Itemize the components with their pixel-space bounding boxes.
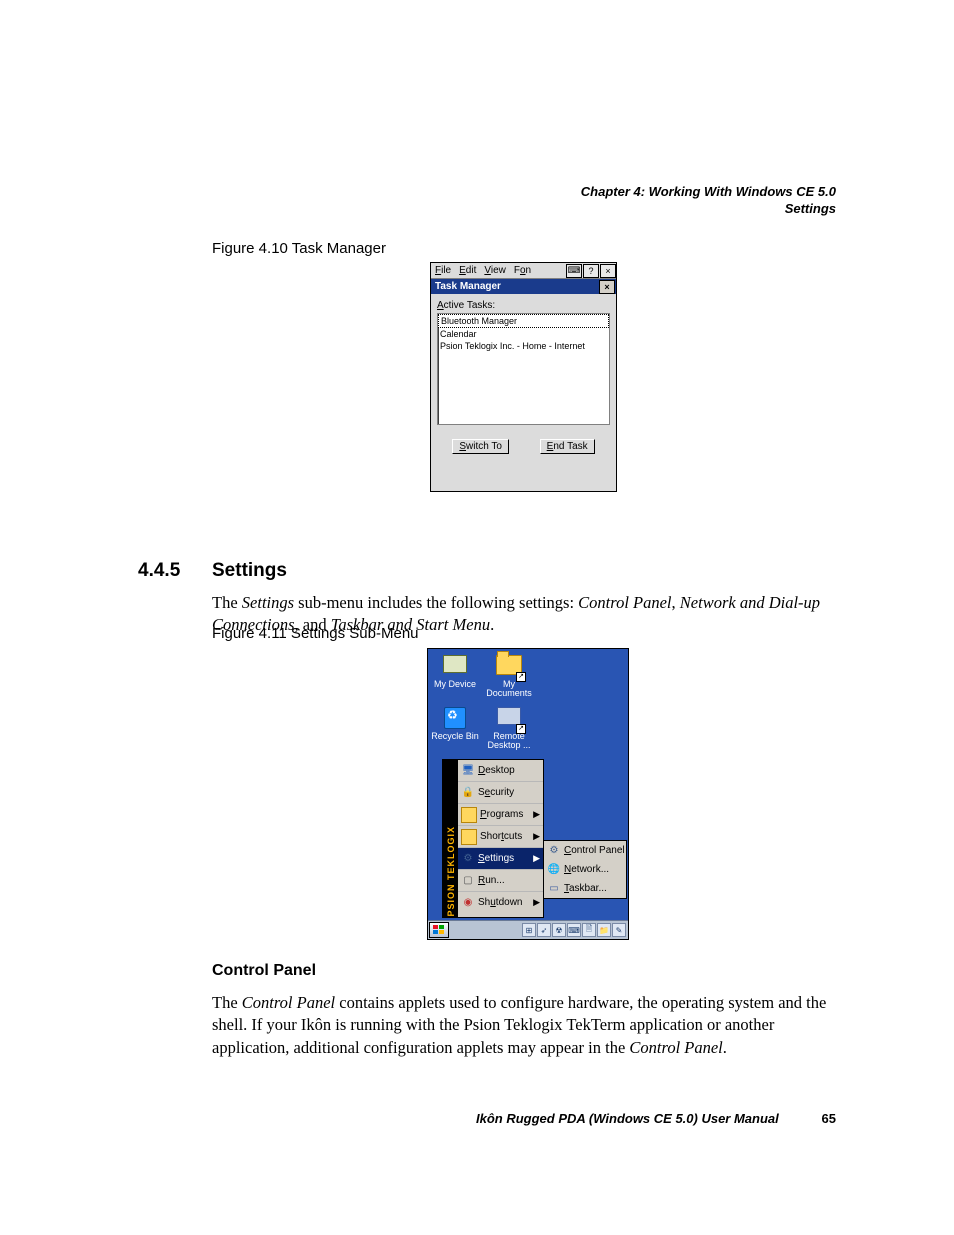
figure-410-caption: Figure 4.10 Task Manager — [212, 240, 386, 257]
start-item-label: Shutdown — [478, 897, 522, 908]
taskbar-icon: ▭ — [547, 882, 561, 896]
start-sidebar: PSION TEKLOGIX — [443, 760, 458, 917]
tm-menu-font[interactable]: Fon — [510, 265, 535, 276]
tm-titlebar: Task Manager × — [431, 279, 616, 294]
task-manager-window: File Edit View Fon ⌨ ? × Task Manager × … — [430, 262, 617, 492]
desktop-icon-label: RemoteDesktop ... — [484, 732, 534, 751]
control-panel-icon: ⚙ — [547, 844, 561, 858]
tm-switch-to-button[interactable]: Switch To — [452, 439, 509, 454]
shortcuts-icon — [461, 829, 477, 845]
my-device-icon — [443, 655, 467, 673]
start-item-run[interactable]: ▢Run... — [458, 870, 543, 892]
tm-menu-file[interactable]: File — [431, 265, 455, 276]
submenu-arrow-icon: ▶ — [533, 831, 540, 842]
ce-taskbar: ⊞➶☢⌨🗎📁✎ — [428, 920, 628, 939]
desktop-icon-label: My Device — [430, 680, 480, 689]
tray-icon-4[interactable]: 🗎 — [582, 923, 596, 937]
chapter-line2: Settings — [581, 201, 836, 218]
section-number: 4.4.5 — [138, 560, 180, 582]
tm-menu-view[interactable]: View — [480, 265, 510, 276]
settings-sub-label: Network... — [564, 864, 609, 875]
submenu-arrow-icon: ▶ — [533, 809, 540, 820]
start-item-desktop[interactable]: 🖥Desktop — [458, 760, 543, 782]
tray-icon-5[interactable]: 📁 — [597, 923, 611, 937]
tm-title: Task Manager — [435, 281, 501, 292]
tm-close-icon[interactable]: × — [599, 280, 615, 294]
tm-close-top-icon[interactable]: × — [600, 264, 616, 278]
tm-end-task-button[interactable]: End Task — [540, 439, 595, 454]
system-tray: ⊞➶☢⌨🗎📁✎ — [522, 923, 628, 937]
tm-menu-file-rest: ile — [441, 265, 451, 276]
recycle-bin-icon — [444, 707, 466, 729]
tray-icon-0[interactable]: ⊞ — [522, 923, 536, 937]
desktop-icon-my-device[interactable]: My Device — [430, 653, 480, 689]
chapter-header: Chapter 4: Working With Windows CE 5.0 S… — [581, 184, 836, 218]
tray-icon-1[interactable]: ➶ — [537, 923, 551, 937]
tray-icon-2[interactable]: ☢ — [552, 923, 566, 937]
tm-task-row[interactable]: Bluetooth Manager — [438, 314, 609, 328]
settings-sub-label: Taskbar... — [564, 883, 607, 894]
desktop-icon-recycle-bin[interactable]: Recycle Bin — [430, 707, 480, 741]
tm-active-label: Active Tasks: — [437, 300, 610, 311]
start-item-label: Settings — [478, 853, 514, 864]
windows-logo-icon — [433, 925, 445, 935]
programs-icon — [461, 807, 477, 823]
settings-submenu: ⚙Control Panel🌐Network...▭Taskbar... — [543, 840, 627, 899]
desktop-icon-my-documents[interactable]: ↗MyDocuments — [484, 653, 534, 699]
desktop-icon-label: Recycle Bin — [430, 732, 480, 741]
start-item-label: Run... — [478, 875, 505, 886]
start-menu: PSION TEKLOGIX 🖥Desktop🔒SecurityPrograms… — [442, 759, 544, 918]
desktop-icon-label: MyDocuments — [484, 680, 534, 699]
submenu-arrow-icon: ▶ — [533, 853, 540, 864]
settings-icon: ⚙ — [461, 852, 475, 866]
tm-help-icon[interactable]: ? — [583, 264, 599, 278]
tm-menubar: File Edit View Fon ⌨ ? × — [431, 263, 616, 279]
control-panel-paragraph: The Control Panel contains applets used … — [212, 992, 838, 1059]
start-item-settings[interactable]: ⚙Settings ▶ — [458, 848, 543, 870]
shutdown-icon: ◉ — [461, 896, 475, 910]
settings-sub-label: Control Panel — [564, 845, 625, 856]
desktop-icon: 🖥 — [461, 764, 475, 778]
start-item-shutdown[interactable]: ◉Shutdown ▶ — [458, 892, 543, 913]
start-item-label: Programs — [480, 809, 523, 820]
tm-task-list[interactable]: Bluetooth Manager Calendar Psion Teklogi… — [437, 313, 610, 425]
desktop-icon-remote-desktop[interactable]: ↗RemoteDesktop ... — [484, 707, 534, 751]
tray-icon-3[interactable]: ⌨ — [567, 923, 581, 937]
ce-desktop: My Device↗MyDocumentsRecycle Bin↗RemoteD… — [427, 648, 629, 940]
settings-sub-control-panel[interactable]: ⚙Control Panel — [544, 841, 626, 860]
figure-411-caption: Figure 4.11 Settings Sub-Menu — [212, 625, 419, 642]
start-item-shortcuts[interactable]: Shortcuts ▶ — [458, 826, 543, 848]
chapter-line1: Chapter 4: Working With Windows CE 5.0 — [581, 184, 836, 201]
start-item-label: Security — [478, 787, 514, 798]
start-item-label: Desktop — [478, 765, 515, 776]
tm-keyboard-icon[interactable]: ⌨ — [566, 264, 582, 278]
section-title: Settings — [212, 560, 287, 582]
start-item-programs[interactable]: Programs ▶ — [458, 804, 543, 826]
start-item-label: Shortcuts — [480, 831, 522, 842]
tm-menu-edit[interactable]: Edit — [455, 265, 480, 276]
network-icon: 🌐 — [547, 863, 561, 877]
footer-manual-title: Ikôn Rugged PDA (Windows CE 5.0) User Ma… — [476, 1111, 779, 1126]
control-panel-heading: Control Panel — [212, 962, 316, 980]
submenu-arrow-icon: ▶ — [533, 897, 540, 908]
shortcut-overlay-icon: ↗ — [516, 724, 526, 734]
remote-desktop-icon — [497, 707, 521, 725]
page-footer: Ikôn Rugged PDA (Windows CE 5.0) User Ma… — [0, 1111, 954, 1131]
start-button[interactable] — [429, 922, 449, 938]
tray-icon-6[interactable]: ✎ — [612, 923, 626, 937]
run-icon: ▢ — [461, 874, 475, 888]
tm-task-row[interactable]: Psion Teklogix Inc. - Home - Internet — [438, 340, 609, 352]
settings-sub-taskbar[interactable]: ▭Taskbar... — [544, 879, 626, 898]
settings-sub-network[interactable]: 🌐Network... — [544, 860, 626, 879]
shortcut-overlay-icon: ↗ — [516, 672, 526, 682]
footer-page-number: 65 — [822, 1111, 836, 1126]
tm-task-row[interactable]: Calendar — [438, 328, 609, 340]
security-icon: 🔒 — [461, 786, 475, 800]
start-item-security[interactable]: 🔒Security — [458, 782, 543, 804]
